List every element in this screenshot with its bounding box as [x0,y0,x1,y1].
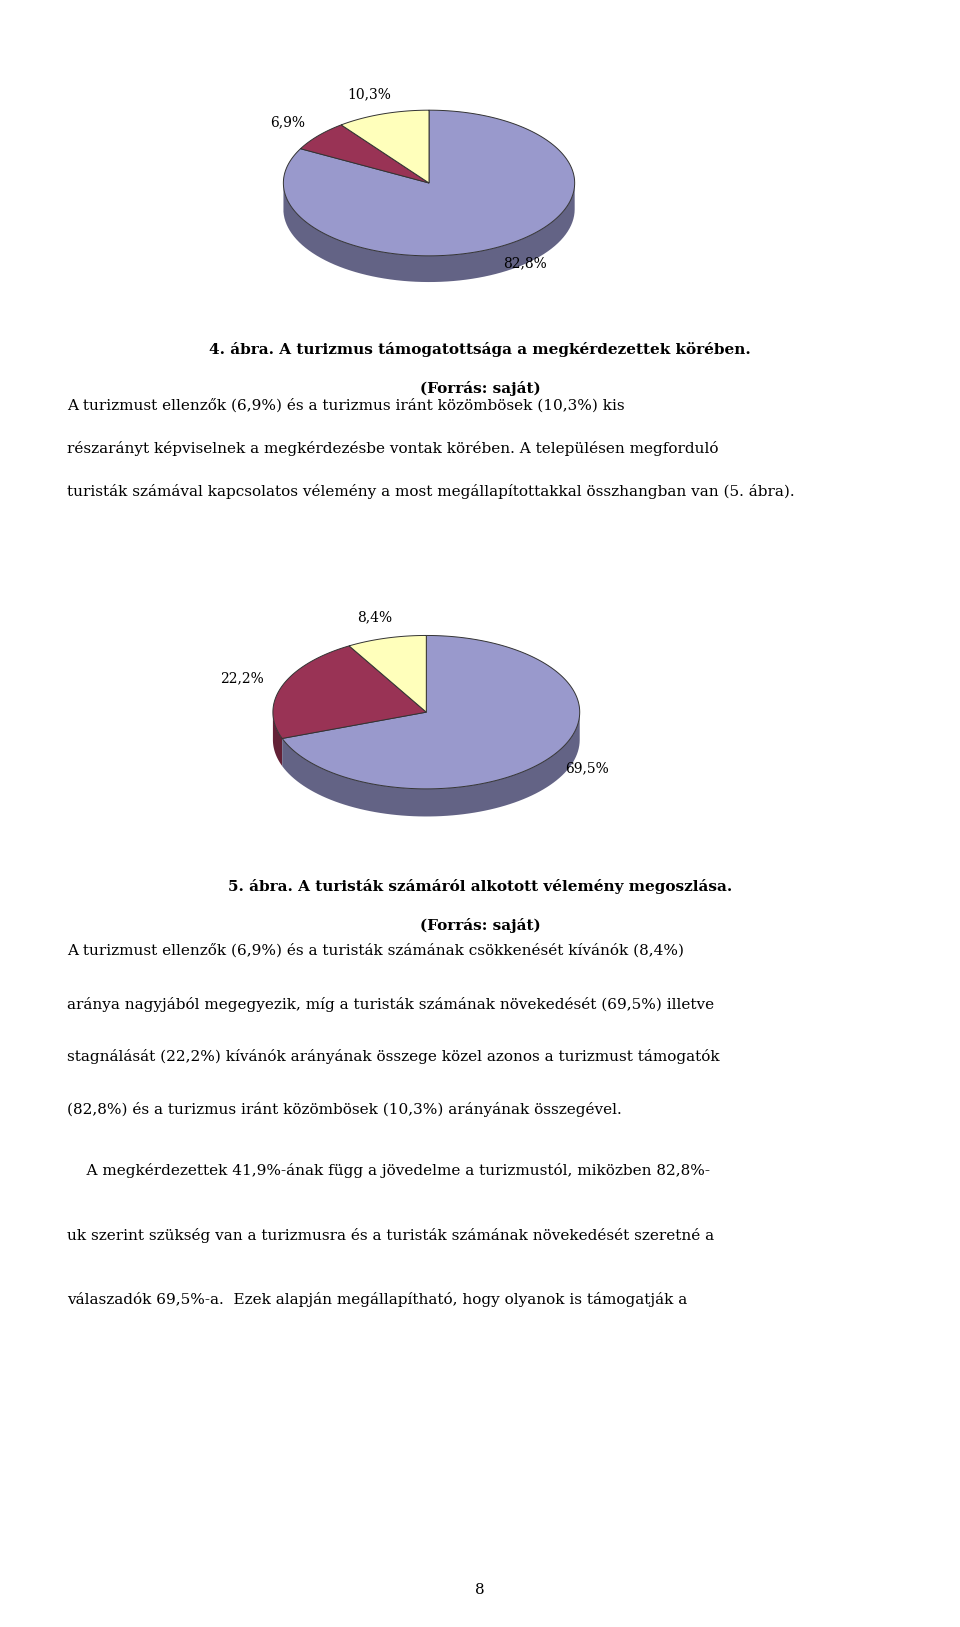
Text: 8: 8 [475,1583,485,1598]
Text: 4. ábra. A turizmus támogatottsága a megkérdezettek körében.: 4. ábra. A turizmus támogatottsága a meg… [209,342,751,358]
Text: 8,4%: 8,4% [357,610,393,625]
Text: turisták számával kapcsolatos vélemény a most megállapítottakkal összhangban van: turisták számával kapcsolatos vélemény a… [67,485,795,499]
Text: (Forrás: saját): (Forrás: saját) [420,381,540,397]
Text: 10,3%: 10,3% [348,88,392,101]
Polygon shape [273,713,282,766]
Polygon shape [283,184,575,281]
Text: 22,2%: 22,2% [220,672,263,687]
Polygon shape [283,111,575,255]
Polygon shape [341,111,429,182]
Polygon shape [282,636,580,789]
Text: (Forrás: saját): (Forrás: saját) [420,918,540,934]
Text: A turizmust ellenzők (6,9%) és a turizmus iránt közömbösek (10,3%) kis: A turizmust ellenzők (6,9%) és a turizmu… [67,399,625,413]
Polygon shape [282,713,580,817]
Text: A turizmust ellenzők (6,9%) és a turisták számának csökkenését kívánók (8,4%): A turizmust ellenzők (6,9%) és a turistá… [67,944,684,958]
Text: 69,5%: 69,5% [565,761,609,776]
Text: stagnálását (22,2%) kívánók arányának összege közel azonos a turizmust támogatók: stagnálását (22,2%) kívánók arányának ös… [67,1049,720,1064]
Text: A megkérdezettek 41,9%-ának függ a jövedelme a turizmustól, miközben 82,8%-: A megkérdezettek 41,9%-ának függ a jöved… [67,1163,710,1178]
Text: 6,9%: 6,9% [270,116,304,130]
Polygon shape [349,636,426,713]
Text: uk szerint szükség van a turizmusra és a turisták számának növekedését szeretné : uk szerint szükség van a turizmusra és a… [67,1228,714,1243]
Text: (82,8%) és a turizmus iránt közömbösek (10,3%) arányának összegével.: (82,8%) és a turizmus iránt közömbösek (… [67,1103,622,1118]
Text: 5. ábra. A turisták számáról alkotott vélemény megoszlása.: 5. ábra. A turisták számáról alkotott vé… [228,879,732,895]
Text: 82,8%: 82,8% [503,255,547,270]
Text: válaszadók 69,5%-a.  Ezek alapján megállapítható, hogy olyanok is támogatják a: válaszadók 69,5%-a. Ezek alapján megálla… [67,1292,687,1306]
Polygon shape [273,646,426,739]
Polygon shape [300,125,429,182]
Text: részarányt képviselnek a megkérdezésbe vontak körében. A településen megforduló: részarányt képviselnek a megkérdezésbe v… [67,441,719,456]
Text: aránya nagyjából megegyezik, míg a turisták számának növekedését (69,5%) illetve: aránya nagyjából megegyezik, míg a turis… [67,996,714,1012]
